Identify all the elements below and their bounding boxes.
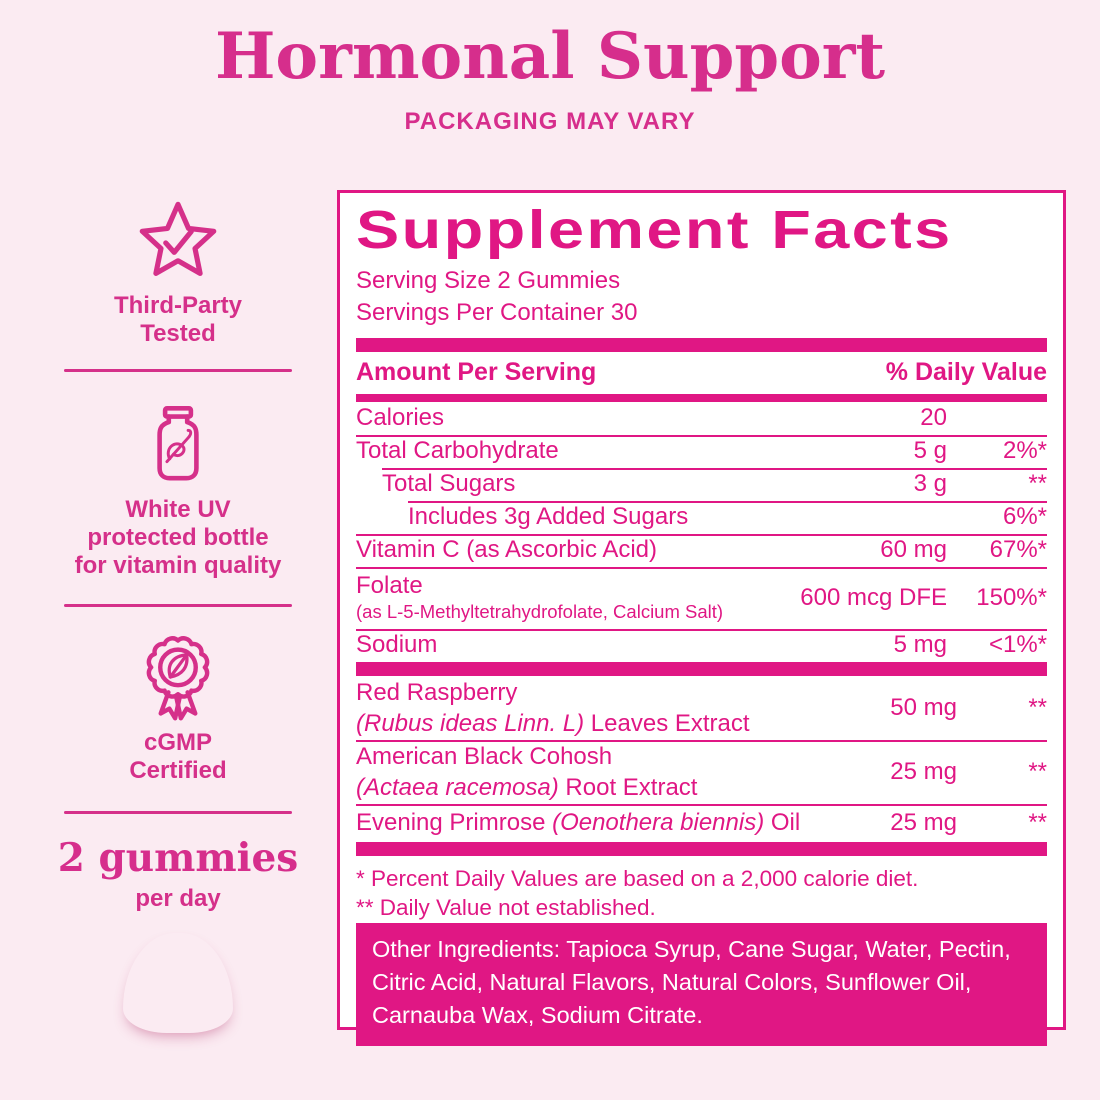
nutrient-dv: ** — [1028, 470, 1047, 498]
nutrient-amount: 5 g — [913, 437, 947, 465]
dosage-info: 2 gummies per day — [57, 834, 299, 1033]
table-row: American Black Cohosh (Actaea racemosa) … — [356, 739, 1047, 804]
star-check-icon — [131, 196, 225, 288]
botanical-line1: Red Raspberry — [356, 678, 518, 706]
nutrient-dv: <1%* — [988, 631, 1047, 659]
botanical-latin: (Oenothera biennis) — [552, 809, 765, 837]
feature-sidebar: Third-Party Tested White UV protected bo… — [42, 196, 314, 1033]
table-column-headers: Amount Per Serving % Daily Value — [356, 352, 1047, 394]
bottle-icon — [132, 400, 224, 492]
supplement-facts-title: Supplement Facts — [356, 200, 953, 260]
table-row: Evening Primrose (Oenothera biennis) Oil… — [356, 803, 1047, 842]
table-row: Total Carbohydrate 5 g 2%* — [356, 434, 1047, 468]
nutrient-amount: 20 — [920, 404, 947, 432]
thick-rule — [356, 337, 1047, 352]
nutrient-name-main: Folate — [356, 571, 423, 599]
nutrient-name: Sodium — [356, 630, 438, 658]
footnote-not-established: ** Daily Value not established. — [356, 895, 656, 921]
thick-rule — [356, 841, 1047, 856]
nutrient-name: Total Sugars — [382, 469, 516, 497]
amount-per-serving-header: Amount Per Serving — [356, 357, 597, 386]
table-row: Folate (as L-5-Methyltetrahydrofolate, Ca… — [356, 566, 1047, 629]
table-row: Total Sugars 3 g ** — [356, 467, 1047, 501]
nutrient-name: Total Carbohydrate — [356, 436, 559, 464]
badge-third-party: Third-Party Tested — [114, 196, 242, 348]
nutrient-amount: 600 mcg DFE — [800, 583, 947, 611]
footnote-dv: * Percent Daily Values are based on a 2,… — [356, 865, 919, 891]
page-header: Hormonal Support PACKAGING MAY VARY — [0, 19, 1100, 136]
nutrient-amount: 3 g — [913, 470, 947, 498]
botanical-dv: ** — [1028, 808, 1047, 836]
botanical-amount: 25 mg — [890, 757, 957, 785]
nutrient-amount: 60 mg — [880, 536, 947, 564]
page-title: Hormonal Support — [214, 19, 886, 94]
botanical-latin: (Rubus ideas Linn. L) — [356, 709, 585, 737]
packaging-note: PACKAGING MAY VARY — [404, 108, 696, 136]
nutrient-name: Includes 3g Added Sugars — [408, 502, 689, 530]
servings-per-container: Servings Per Container 30 — [356, 298, 638, 326]
badge-uv-bottle-label: White UV protected bottle for vitamin qu… — [74, 496, 282, 580]
daily-value-header: % Daily Value — [885, 357, 1047, 386]
table-row: Vitamin C (as Ascorbic Acid) 60 mg 67%* — [356, 533, 1047, 567]
botanical-rest: Leaves Extract — [584, 709, 750, 737]
supplement-facts-panel: Supplement Facts Serving Size 2 Gummies … — [337, 190, 1066, 1046]
botanical-amount: 50 mg — [890, 693, 957, 721]
botanical-dv: ** — [1028, 693, 1047, 721]
supplement-facts-content: Supplement Facts Serving Size 2 Gummies … — [340, 193, 1063, 1046]
sidebar-divider — [64, 810, 292, 814]
badge-uv-bottle: White UV protected bottle for vitamin qu… — [74, 400, 282, 580]
badge-cgmp-label: cGMP Certified — [129, 729, 227, 785]
table-row: Includes 3g Added Sugars 6%* — [356, 500, 1047, 534]
nutrient-dv: 6%* — [1002, 503, 1047, 531]
serving-size: Serving Size 2 Gummies — [356, 267, 621, 295]
sidebar-divider — [64, 369, 292, 373]
botanical-line1: American Black Cohosh — [356, 742, 613, 770]
sidebar-divider — [64, 604, 292, 608]
badge-third-party-label: Third-Party Tested — [113, 292, 242, 348]
nutrient-name: Calories — [356, 403, 445, 431]
botanical-pre: Evening Primrose — [356, 809, 553, 837]
dosage-frequency: per day — [135, 884, 221, 912]
gummy-photo — [123, 933, 233, 1033]
rosette-leaf-icon — [130, 629, 226, 725]
table-row: Sodium 5 mg <1%* — [356, 628, 1047, 662]
botanical-name: Evening Primrose (Oenothera biennis) Oil — [356, 807, 807, 838]
botanical-name: American Black Cohosh (Actaea racemosa) … — [356, 741, 807, 803]
table-row: Red Raspberry (Rubus ideas Linn. L) Leav… — [356, 676, 1047, 740]
botanical-name: Red Raspberry (Rubus ideas Linn. L) Leav… — [356, 677, 807, 739]
nutrient-dv: 150%* — [976, 583, 1047, 611]
botanical-dv: ** — [1028, 757, 1047, 785]
botanical-amount: 25 mg — [890, 808, 957, 836]
nutrient-name-sub: (as L-5-Methyltetrahydrofolate, Calcium … — [356, 600, 724, 622]
other-ingredients: Other Ingredients: Tapioca Syrup, Cane S… — [356, 923, 1047, 1046]
thick-rule — [356, 661, 1047, 676]
nutrient-name: Vitamin C (as Ascorbic Acid) — [356, 535, 657, 563]
botanical-rest: Root Extract — [558, 773, 698, 801]
nutrient-amount: 5 mg — [893, 631, 947, 659]
thin-rule — [356, 393, 1047, 402]
botanical-rest: Oil — [764, 809, 801, 837]
nutrient-name: Folate (as L-5-Methyltetrahydrofolate, Ca… — [356, 571, 782, 623]
dosage-amount: 2 gummies — [57, 834, 299, 881]
badge-cgmp: cGMP Certified — [129, 629, 227, 785]
nutrient-dv: 2%* — [1002, 437, 1047, 465]
footnotes: * Percent Daily Values are based on a 2,… — [356, 864, 1047, 923]
nutrient-dv: 67%* — [989, 536, 1047, 564]
botanical-latin: (Actaea racemosa) — [356, 773, 559, 801]
table-row: Calories 20 — [356, 402, 1047, 435]
